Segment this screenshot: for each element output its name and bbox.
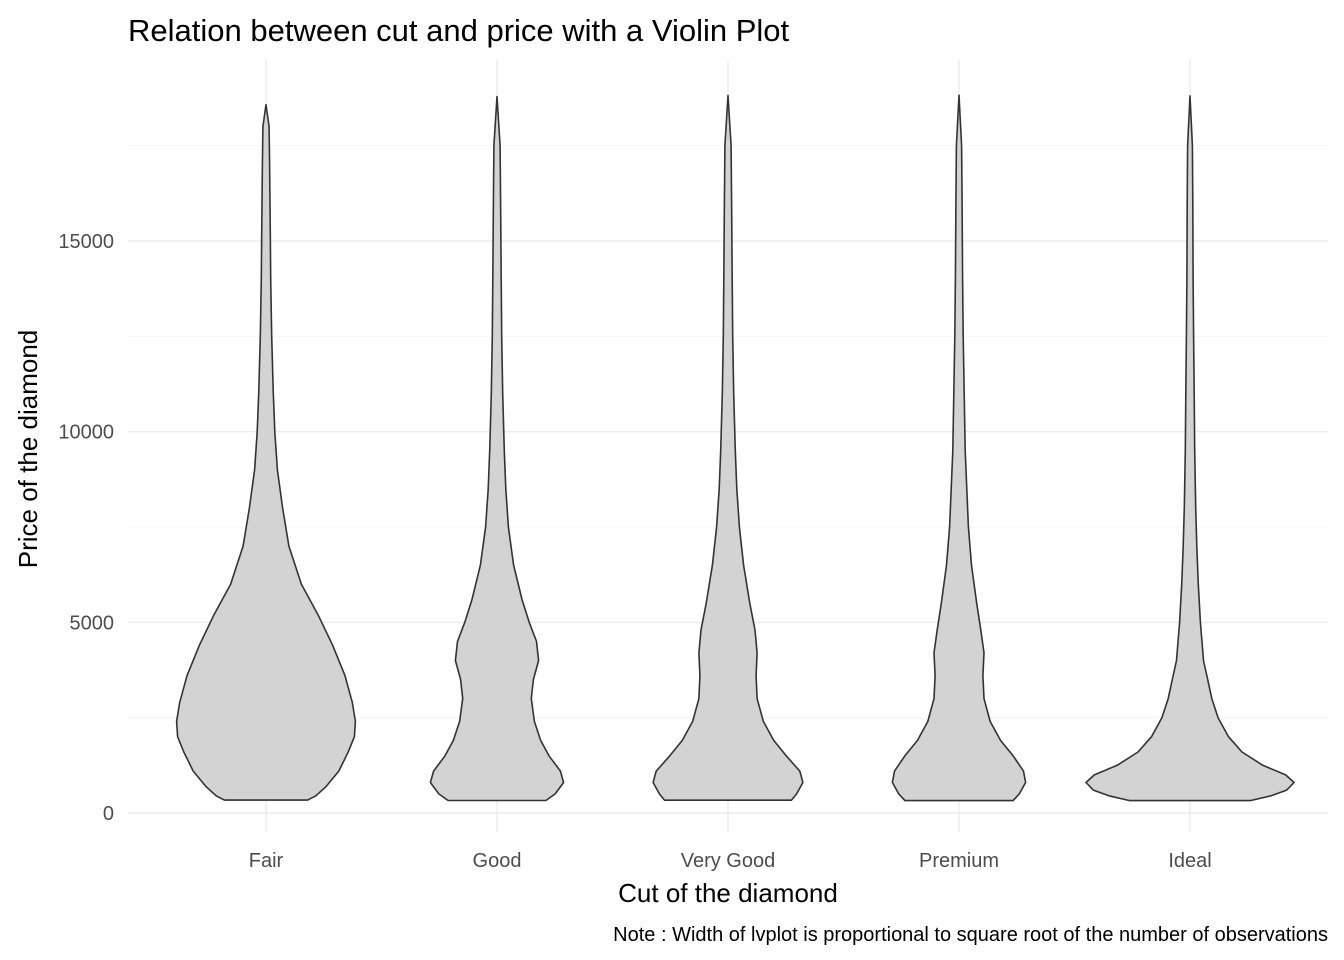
violin-ideal <box>1085 95 1295 802</box>
y-tick-label: 0 <box>103 803 114 825</box>
x-tick-label: Very Good <box>681 850 776 872</box>
y-axis-title: Price of the diamond <box>13 330 43 568</box>
y-tick-labels: 0 5000 10000 15000 <box>58 231 114 825</box>
chart-title: Relation between cut and price with a Vi… <box>128 13 790 48</box>
x-axis-title: Cut of the diamond <box>618 878 838 908</box>
violin-good <box>429 95 565 802</box>
x-tick-labels: Fair Good Very Good Premium Ideal <box>249 850 1212 872</box>
violins <box>175 94 1295 802</box>
violin-fair <box>175 103 357 801</box>
chart-caption: Note : Width of lvplot is proportional t… <box>613 924 1328 946</box>
x-tick-label: Good <box>473 850 522 872</box>
violin-premium <box>891 94 1027 802</box>
violin-very-good <box>652 94 804 801</box>
y-tick-label: 5000 <box>70 612 115 634</box>
x-tick-label: Premium <box>919 850 999 872</box>
y-tick-label: 15000 <box>58 231 114 253</box>
y-tick-label: 10000 <box>58 422 114 444</box>
x-tick-label: Fair <box>249 850 284 872</box>
x-tick-label: Ideal <box>1168 850 1211 872</box>
